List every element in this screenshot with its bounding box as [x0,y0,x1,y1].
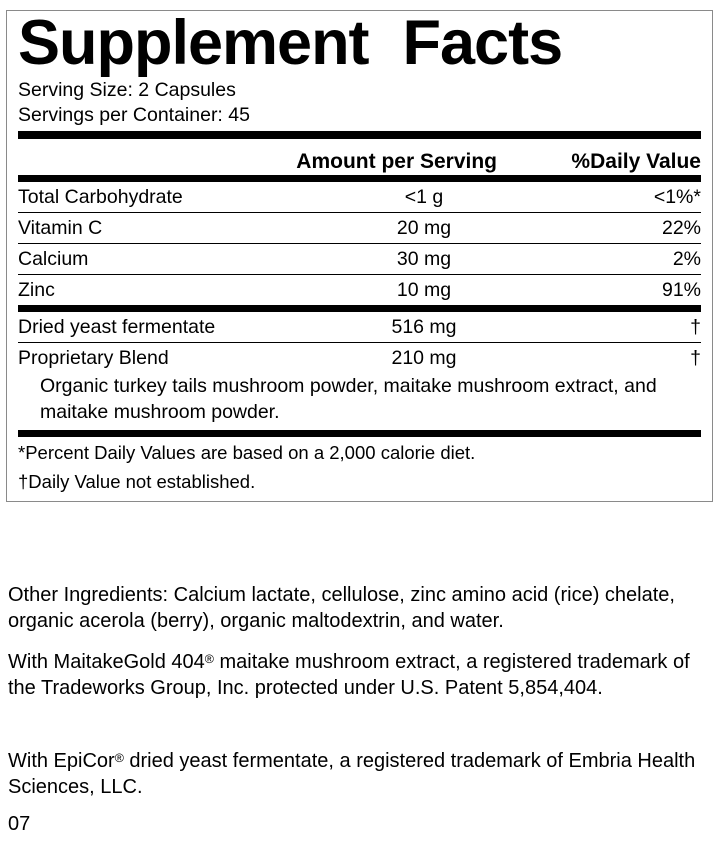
nutrient-amount: 20 mg [396,217,452,240]
table-row: Calcium 30 mg 2% [18,244,701,274]
rule-thick-top [18,131,701,140]
epicor-trademark-text-a: With EpiCor [8,750,115,772]
nutrient-amount: 516 mg [391,316,457,339]
registered-trademark-icon: ® [114,750,124,765]
header-amount-per-serving: Amount per Serving [296,150,497,174]
nutrient-name: Dried yeast fermentate [18,316,216,339]
servings-per-container: Servings per Container: 45 [18,104,250,127]
nutrient-amount: 210 mg [391,347,457,370]
nutrient-amount: 10 mg [396,279,452,302]
maitake-trademark-text-b: maitake mushroom extract, a registered t… [8,651,690,699]
panel-title-facts: Facts [402,8,564,78]
nutrient-daily-value: † [690,347,701,370]
maitake-trademark-paragraph: With MaitakeGold 404® maitake mushroom e… [8,650,698,701]
registered-trademark-icon: ® [204,651,214,666]
table-row: Zinc 10 mg 91% [18,275,701,305]
table-row: Proprietary Blend 210 mg † [18,343,701,373]
nutrient-name: Total Carbohydrate [18,186,183,209]
footnote-dagger: †Daily Value not established. [18,471,256,493]
rule-thick-under-header [18,175,701,183]
footnote-percent-daily-value: *Percent Daily Values are based on a 2,0… [18,442,476,464]
table-row: Vitamin C 20 mg 22% [18,213,701,243]
nutrient-daily-value: † [690,316,701,339]
proprietary-blend-description: Organic turkey tails mushroom powder, ma… [40,375,657,424]
table-row: Dried yeast fermentate 516 mg † [18,312,701,342]
serving-info: Serving Size: 2 Capsules Servings per Co… [18,78,701,131]
rule-thick-bottom [18,430,701,438]
nutrient-name: Proprietary Blend [18,347,169,370]
row-divider [18,342,701,344]
nutrient-daily-value: <1%* [653,186,701,209]
nutrient-name: Zinc [18,279,55,302]
nutrient-name: Vitamin C [18,217,103,240]
epicor-trademark-paragraph: With EpiCor® dried yeast fermentate, a r… [8,749,708,800]
epicor-trademark-text-b: dried yeast fermentate, a registered tra… [8,750,696,798]
header-daily-value: %Daily Value [571,150,701,174]
nutrient-daily-value: 22% [661,217,701,240]
row-divider [18,212,701,214]
nutrient-amount: <1 g [404,186,444,209]
nutrient-amount: 30 mg [396,248,452,271]
nutrient-name: Calcium [18,248,89,271]
maitake-trademark-text-a: With MaitakeGold 404 [8,651,205,673]
row-divider [18,243,701,245]
revision-code: 07 [8,813,31,835]
table-row: Total Carbohydrate <1 g <1%* [18,182,701,212]
serving-size: Serving Size: 2 Capsules [18,79,236,102]
nutrient-daily-value: 2% [672,248,701,271]
rule-thick-mid [18,305,701,313]
supplement-facts-panel: Supplement Facts Serving Size: 2 Capsules… [6,10,713,503]
panel-title: Supplement Facts [18,12,701,75]
panel-title-supplement: Supplement [18,8,370,78]
row-divider [18,274,701,276]
table-header-row: Amount per Serving %Daily Value [18,139,701,175]
other-ingredients-paragraph: Other Ingredients: Calcium lactate, cell… [8,584,675,632]
nutrient-daily-value: 91% [661,279,701,302]
